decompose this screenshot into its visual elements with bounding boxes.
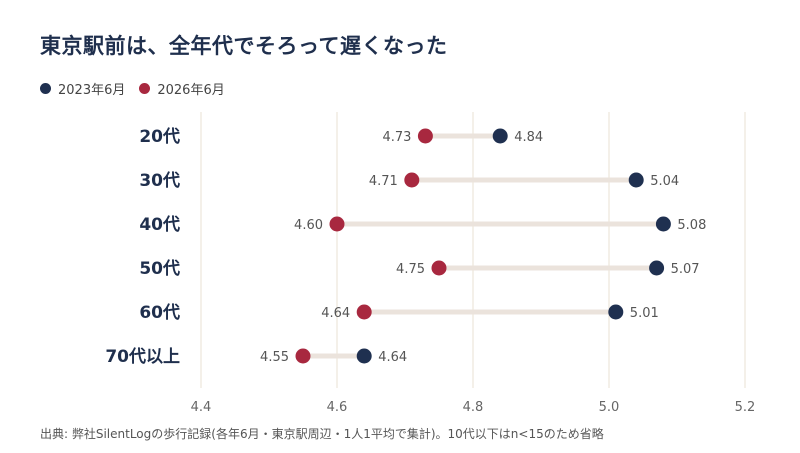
connectors bbox=[303, 133, 664, 359]
value-label-2023: 5.04 bbox=[650, 174, 679, 189]
legend: 2023年6月 2026年6月 bbox=[40, 79, 239, 98]
category-label: 70代以上 bbox=[105, 346, 180, 367]
legend-item-2023: 2023年6月 bbox=[40, 79, 125, 98]
chart-title: 東京駅前は、全年代でそろって遅くなった bbox=[40, 34, 448, 58]
category-label: 20代 bbox=[139, 126, 180, 147]
x-tick-label: 5.0 bbox=[599, 400, 620, 415]
point-2023 bbox=[655, 216, 671, 232]
x-tick-label: 4.6 bbox=[327, 400, 348, 415]
value-label-2023: 5.07 bbox=[671, 262, 700, 277]
category-label: 60代 bbox=[139, 302, 180, 323]
value-label-2023: 5.01 bbox=[630, 306, 659, 321]
point-2026 bbox=[356, 304, 372, 320]
legend-label-2026: 2026年6月 bbox=[157, 83, 225, 98]
point-2023 bbox=[649, 260, 665, 276]
point-2026 bbox=[404, 172, 420, 188]
labels: 4.4 4.6 4.8 5.0 5.2 20代 4.73 4.84 30代 4.71 5.04 40代… bbox=[105, 126, 755, 415]
value-label-2026: 4.71 bbox=[369, 174, 398, 189]
point-2023 bbox=[628, 172, 644, 188]
value-label-2026: 4.55 bbox=[260, 350, 289, 365]
legend-item-2026: 2026年6月 bbox=[139, 79, 225, 98]
value-label-2023: 4.64 bbox=[378, 350, 407, 365]
legend-marker-2026 bbox=[139, 83, 151, 94]
x-tick-label: 5.2 bbox=[735, 400, 756, 415]
x-tick-label: 4.8 bbox=[463, 400, 484, 415]
category-label: 50代 bbox=[139, 258, 180, 279]
source-note: 出典: 弊社SilentLogの歩行記録(各年6月・東京駅周辺・1人1平均で集計… bbox=[40, 427, 604, 441]
point-2023 bbox=[492, 128, 508, 144]
value-label-2026: 4.75 bbox=[396, 262, 425, 277]
point-2023 bbox=[608, 304, 624, 320]
value-label-2026: 4.60 bbox=[294, 218, 323, 233]
category-label: 40代 bbox=[139, 214, 180, 235]
point-2026 bbox=[431, 260, 447, 276]
point-2026 bbox=[417, 128, 433, 144]
value-label-2026: 4.64 bbox=[321, 306, 350, 321]
value-label-2026: 4.73 bbox=[382, 130, 411, 145]
category-label: 30代 bbox=[139, 170, 180, 191]
point-2023 bbox=[356, 348, 372, 364]
value-label-2023: 4.84 bbox=[514, 130, 543, 145]
legend-label-2023: 2023年6月 bbox=[58, 83, 126, 98]
data-points bbox=[295, 128, 671, 364]
point-2026 bbox=[329, 216, 345, 232]
value-label-2023: 5.08 bbox=[677, 218, 706, 233]
grid-lines bbox=[200, 112, 746, 388]
legend-marker-2023 bbox=[40, 83, 51, 94]
point-2026 bbox=[295, 348, 311, 364]
x-tick-label: 4.4 bbox=[191, 400, 212, 415]
